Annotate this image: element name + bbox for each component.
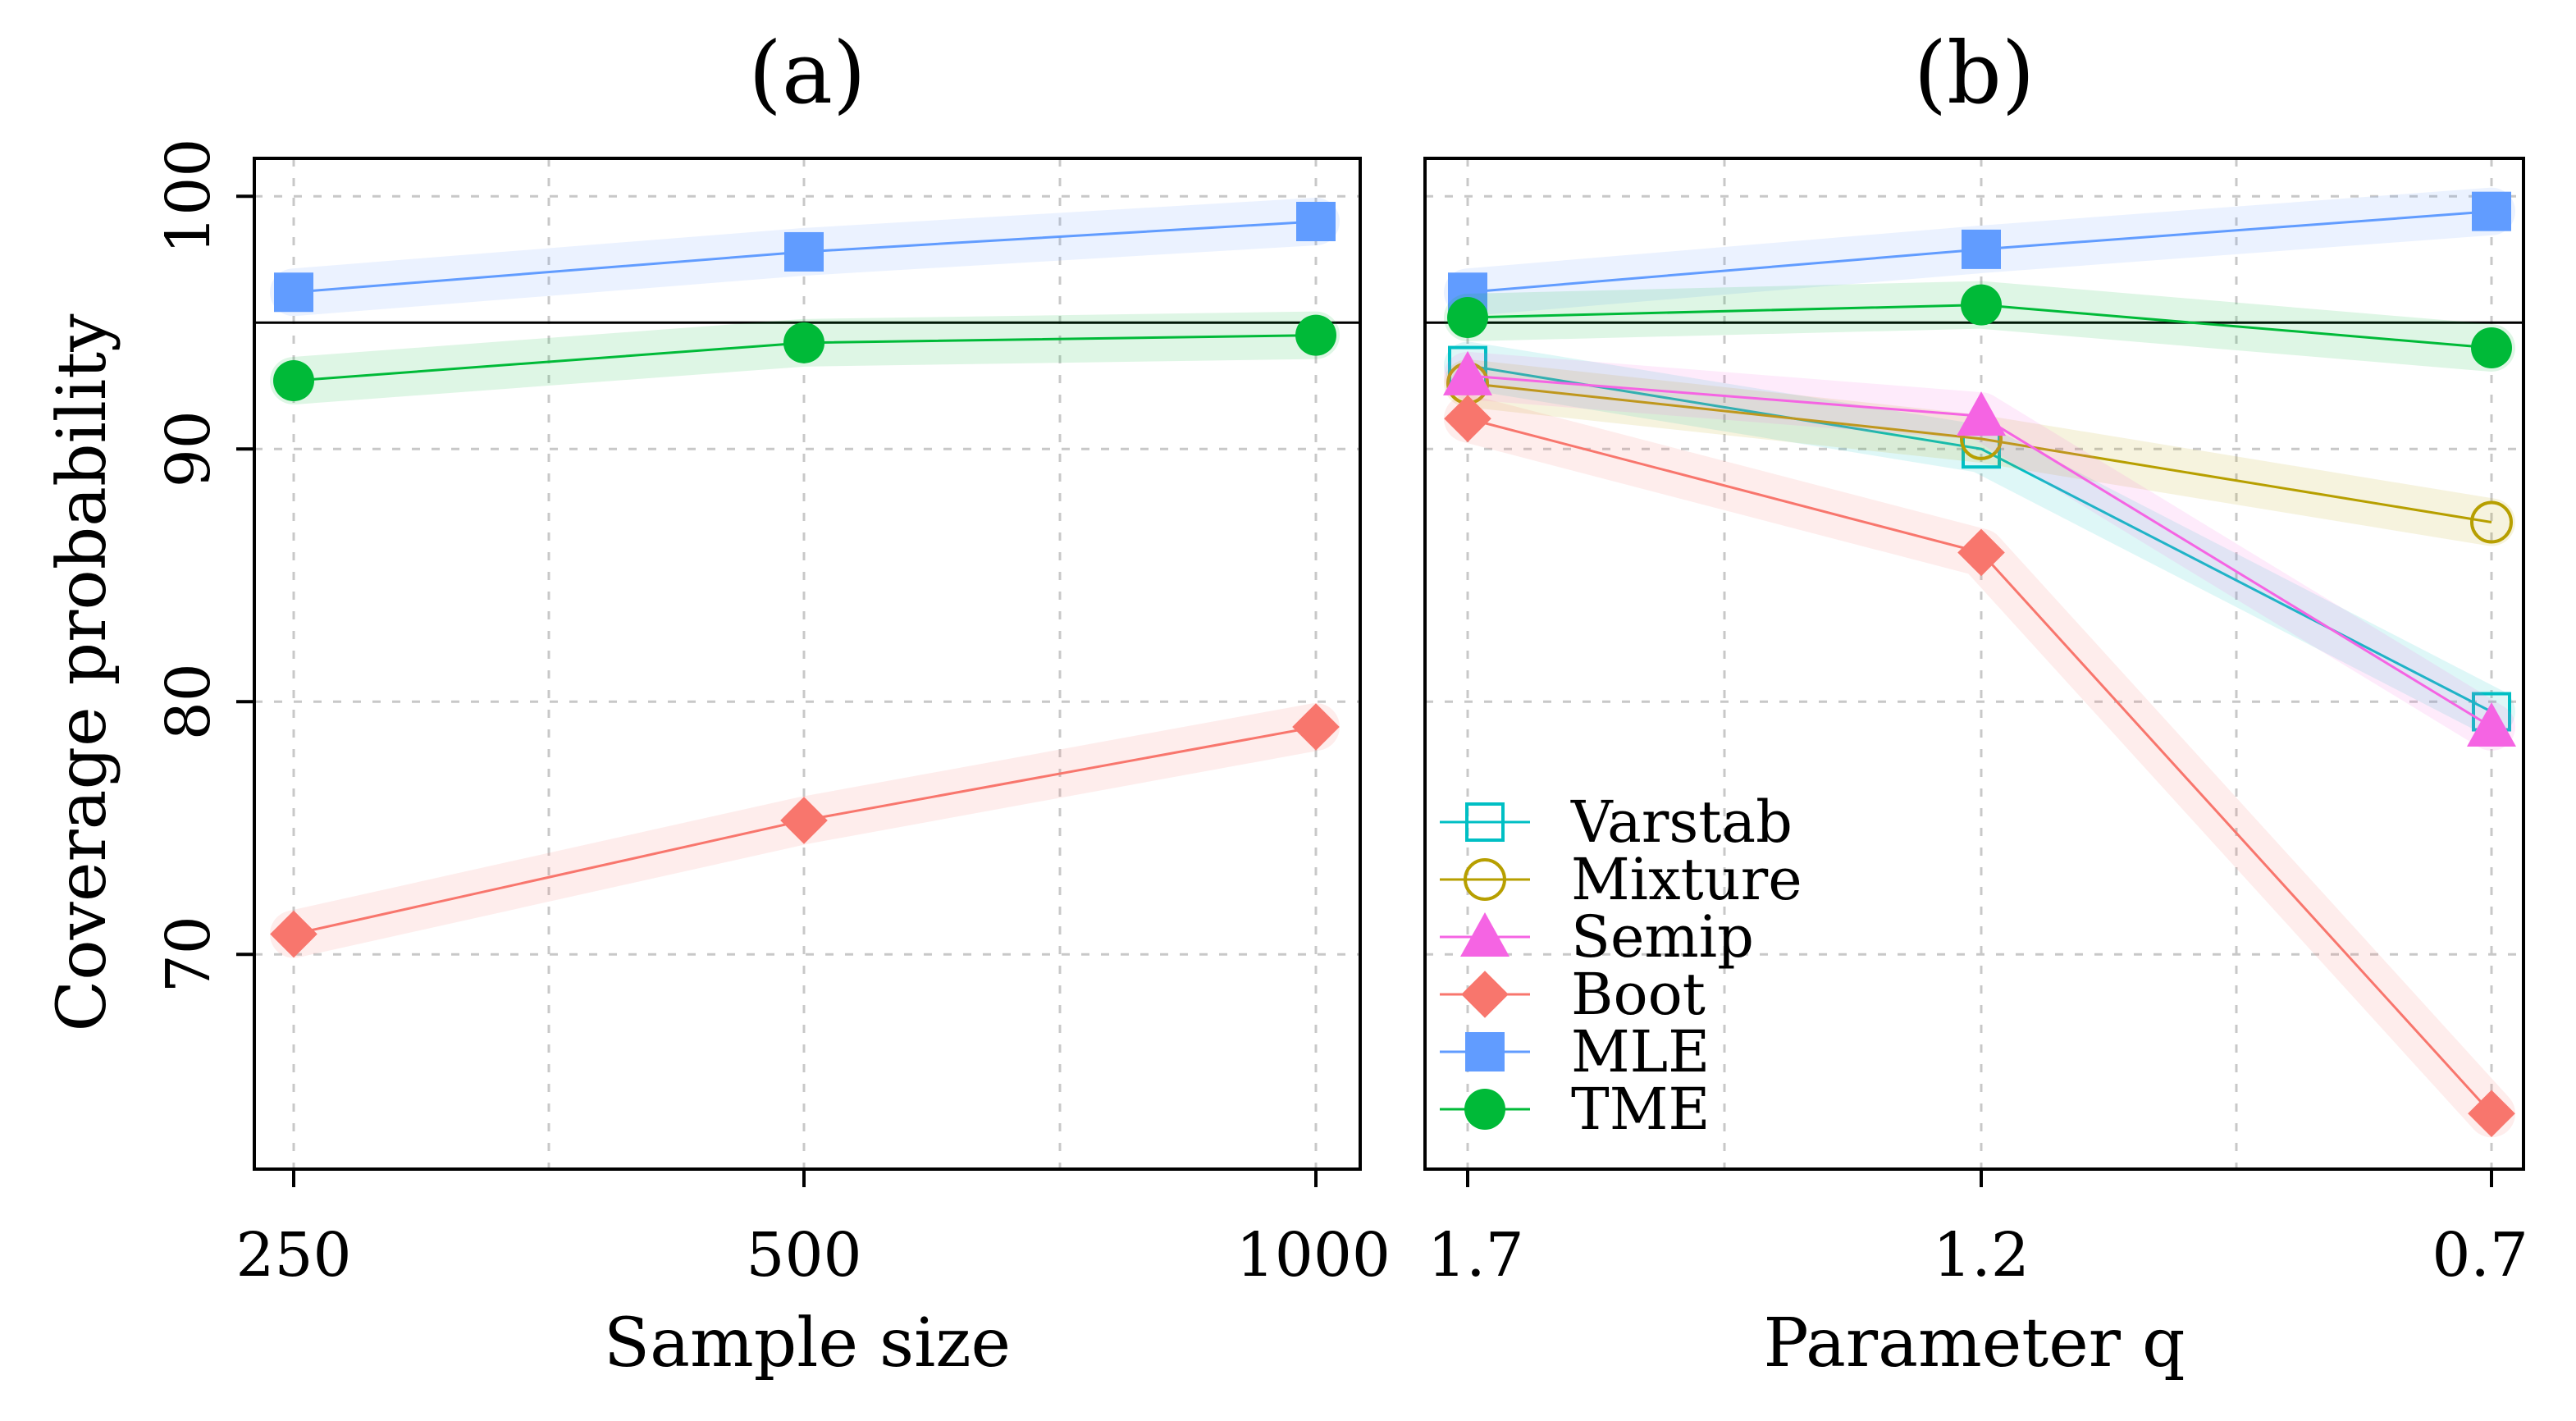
point-boot-1-7	[1444, 395, 1491, 443]
x-axis-label: Parameter q	[1764, 1304, 2185, 1382]
point-boot-1-2	[1957, 528, 2005, 577]
x-axis-label: Sample size	[604, 1304, 1011, 1382]
point-boot-0-7	[2468, 1090, 2515, 1138]
point-mle-500	[784, 231, 824, 272]
legend-item-mixture: Mixture	[1440, 846, 1802, 913]
legend-marker	[1465, 802, 1505, 842]
legend-label: Varstab	[1570, 788, 1793, 856]
legend-label: Semip	[1571, 903, 1754, 971]
point-semip-1-7	[1443, 350, 1492, 395]
legend-item-varstab: Varstab	[1440, 788, 1793, 856]
legend-label: MLE	[1571, 1018, 1710, 1085]
y-axis-label: Coverage probability	[43, 313, 121, 1032]
point-tme-0-7	[2471, 327, 2512, 368]
legend-label: TME	[1571, 1076, 1710, 1143]
panel-title: (b)	[1914, 23, 2035, 123]
panel-a: 250 500 1000 70 80 90 100 (a) Sample size	[153, 23, 1391, 1382]
legend-item-tme: TME	[1440, 1076, 1710, 1143]
legend-item-semip: Semip	[1440, 903, 1754, 971]
plot-frame	[1423, 157, 2525, 1171]
point-tme-1-2	[1961, 284, 2002, 326]
y-tick-label: 80	[153, 663, 224, 740]
legend-marker	[1465, 1032, 1505, 1071]
point-tme-250	[273, 360, 314, 402]
point-mle-1000	[1296, 202, 1336, 241]
legend-marker	[1460, 912, 1510, 957]
point-mle-1-2	[1962, 229, 2001, 269]
x-tick-label: 1.2	[1933, 1220, 2030, 1291]
legend-label: Mixture	[1571, 846, 1802, 913]
y-tick-label: 90	[153, 410, 224, 487]
legend-marker	[1461, 971, 1509, 1018]
point-boot-1000	[1292, 703, 1340, 751]
point-tme-500	[783, 322, 824, 363]
point-tme-1-7	[1447, 297, 1488, 339]
plot-frame	[253, 157, 1362, 1171]
point-tme-1000	[1295, 314, 1336, 356]
point-mle-250	[274, 272, 313, 313]
legend-marker	[1464, 1089, 1505, 1130]
legend-item-mle: MLE	[1440, 1018, 1710, 1085]
legend-label: Boot	[1571, 961, 1706, 1028]
panel-title: (a)	[748, 23, 866, 123]
point-mle-0-7	[2472, 191, 2511, 231]
y-tick-label: 70	[153, 916, 224, 993]
x-tick-label: 1.7	[1427, 1220, 1524, 1291]
series-line-mixture	[1467, 382, 2492, 524]
point-semip-0-7	[2467, 702, 2516, 747]
point-mixture-0-7	[2470, 500, 2513, 544]
x-tick-label: 1000	[1236, 1220, 1391, 1291]
legend-item-boot: Boot	[1440, 961, 1706, 1028]
panel-b: 1.7 1.2 0.7 (b) Parameter q	[1423, 23, 2528, 1382]
x-tick-label: 250	[235, 1220, 351, 1291]
point-semip-1-2	[1957, 391, 2006, 436]
x-tick-label: 500	[746, 1220, 861, 1291]
y-tick-label: 100	[153, 139, 224, 254]
legend-marker	[1464, 858, 1506, 901]
point-boot-500	[780, 797, 828, 844]
point-boot-250	[270, 910, 317, 958]
x-tick-label: 0.7	[2432, 1220, 2528, 1291]
